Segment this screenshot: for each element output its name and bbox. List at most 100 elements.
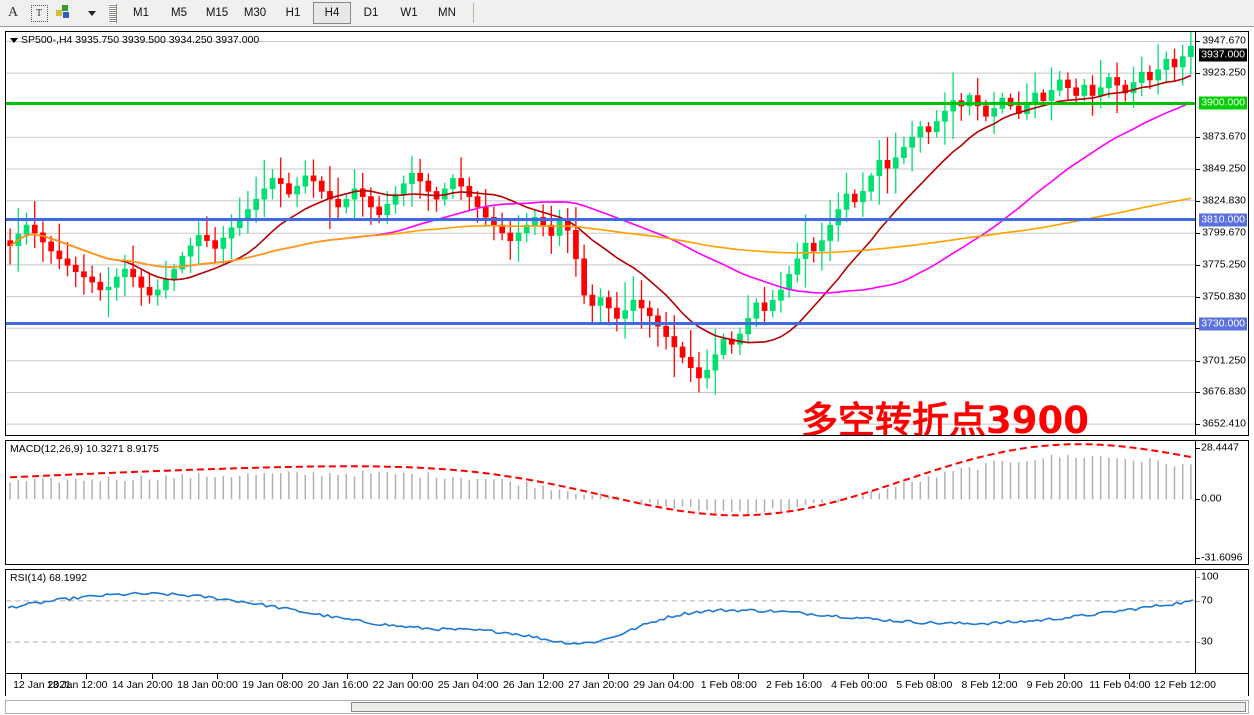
time-tick [412, 674, 414, 679]
time-tick-label: 5 Feb 08:00 [896, 679, 953, 691]
chart-annotation[interactable]: 多空转折点3900 [801, 399, 1089, 435]
time-tick [672, 674, 674, 679]
time-tick [933, 674, 935, 679]
macd-panel[interactable]: MACD(12,26,9) 10.3271 8.9175 28.4447 0.00… [5, 440, 1249, 565]
macd-title: MACD(12,26,9) 10.3271 8.9175 [10, 443, 159, 455]
time-tick-label: 12 Feb 12:00 [1154, 679, 1216, 691]
price-tick [1196, 392, 1200, 394]
macd-tick-label: -31.6096 [1201, 551, 1243, 564]
macd-tick [1196, 558, 1200, 559]
chevron-down-icon[interactable] [10, 37, 18, 43]
time-tick-label: 20 Jan 16:00 [307, 679, 369, 691]
price-level-line-3730[interactable] [6, 322, 1195, 326]
price-tick [1196, 41, 1200, 43]
price-axis[interactable]: 3947.670 3923.250 3873.670 3849.250 3824.830… [1195, 32, 1248, 435]
timeframe-group: M1 M5 M15 M30 H1 H4 D1 W1 MN [123, 2, 465, 24]
time-tick [738, 674, 739, 679]
current-price-label: 3937.000 [1199, 48, 1247, 62]
time-tick [347, 674, 348, 679]
time-tick-label: 29 Jan 04:00 [633, 679, 695, 691]
macd-tick [1196, 448, 1200, 449]
price-tick-label: 3652.410 [1202, 417, 1246, 430]
price-tick [1196, 233, 1200, 235]
price-tick [1196, 137, 1200, 139]
rsi-tick-label: 70 [1201, 594, 1213, 607]
label-tool-icon[interactable]: T [26, 2, 52, 24]
toolbar-drag-handle[interactable] [108, 3, 117, 23]
toolbar: A T M1 M5 M15 M30 H1 H4 D1 W1 MN [0, 0, 1254, 27]
timeframe-w1[interactable]: W1 [400, 7, 418, 19]
price-tick [1196, 200, 1200, 202]
price-level-label-3900[interactable]: 3900.000 [1199, 96, 1247, 110]
price-tick-label: 3701.250 [1202, 354, 1246, 367]
horizontal-scrollbar[interactable] [5, 700, 1249, 714]
time-tick-label: 22 Jan 00:00 [372, 679, 434, 691]
time-tick-label: 13 Jan 12:00 [46, 679, 108, 691]
timeframe-mn[interactable]: MN [438, 7, 456, 19]
rsi-panel[interactable]: RSI(14) 68.1992 100 70 30 [5, 569, 1249, 674]
timeframe-d1[interactable]: D1 [363, 7, 379, 19]
rsi-axis[interactable]: 100 70 30 [1195, 570, 1248, 673]
time-tick-label: 18 Jan 00:00 [177, 679, 238, 691]
time-tick [998, 674, 1000, 679]
time-tick-label: 14 Jan 20:00 [111, 679, 173, 691]
rsi-tick [1196, 642, 1200, 644]
rsi-tick-label: 30 [1201, 635, 1213, 648]
time-tick [1129, 674, 1130, 679]
price-level-label-3810[interactable]: 3810.000 [1199, 213, 1247, 227]
price-tick-label: 3947.670 [1202, 34, 1246, 47]
price-tick [1196, 169, 1200, 171]
price-chart-panel[interactable]: SP500-,H4 3935.750 3939.500 3934.250 393… [5, 31, 1249, 436]
scrollbar-thumb[interactable] [351, 702, 1246, 712]
macd-axis[interactable]: 28.4447 0.00 -31.6096 [1195, 441, 1248, 564]
timeframe-m1[interactable]: M1 [133, 7, 149, 19]
objects-dropdown-arrow[interactable] [78, 2, 104, 24]
timeframe-m15[interactable]: M15 [205, 7, 229, 19]
time-tick-label: 2 Feb 16:00 [765, 679, 823, 691]
rsi-tick [1196, 577, 1200, 578]
price-level-line-3900[interactable] [6, 101, 1195, 105]
time-tick [1063, 674, 1065, 679]
price-tick-label: 3799.670 [1202, 226, 1246, 239]
time-tick-label: 1 Feb 08:00 [700, 679, 757, 691]
text-tool-icon[interactable]: A [7, 5, 19, 20]
macd-plot-area[interactable] [6, 441, 1195, 564]
label-tool-glyph: T [30, 4, 48, 22]
time-tick-label: 26 Jan 12:00 [502, 679, 564, 691]
time-tick-label: 19 Jan 08:00 [242, 679, 304, 691]
timeframe-m30[interactable]: M30 [243, 7, 267, 19]
price-tick [1196, 296, 1200, 298]
time-tick [281, 674, 283, 679]
objects-glyph [54, 4, 76, 22]
price-level-line-3810[interactable] [6, 218, 1195, 222]
timeframe-h4[interactable]: H4 [313, 2, 351, 24]
time-tick [151, 674, 153, 679]
time-tick [477, 674, 479, 679]
timeframe-h1[interactable]: H1 [285, 7, 301, 19]
price-tick-label: 3676.830 [1202, 385, 1246, 398]
chart-title-bar[interactable]: SP500-,H4 3935.750 3939.500 3934.250 393… [10, 34, 259, 46]
time-tick [86, 674, 88, 679]
time-tick-label: 12 Jan 2021 [13, 679, 71, 691]
macd-tick-label: 0.00 [1201, 492, 1222, 505]
time-tick [803, 674, 805, 679]
price-tick-label: 3824.830 [1202, 194, 1246, 207]
time-axis[interactable]: 12 Jan 2021 13 Jan 12:00 14 Jan 20:00 18 Ja… [5, 674, 1249, 696]
time-tick-label: 11 Feb 04:00 [1089, 679, 1151, 691]
price-tick [1196, 328, 1200, 330]
price-level-label-3730[interactable]: 3730.000 [1199, 317, 1247, 331]
price-tick [1196, 73, 1200, 75]
price-tick [1196, 360, 1200, 362]
time-tick [868, 674, 870, 679]
price-plot-area[interactable]: 多空转折点3900 [6, 32, 1195, 435]
time-tick [21, 674, 23, 679]
price-tick-label: 3873.670 [1202, 130, 1246, 143]
timeframe-m5[interactable]: M5 [171, 7, 187, 19]
time-tick-label: 8 Feb 12:00 [961, 679, 1018, 691]
macd-tick [1196, 499, 1200, 501]
time-tick-label: 27 Jan 20:00 [568, 679, 629, 691]
price-tick-label: 3923.250 [1202, 66, 1246, 79]
objects-tool-icon[interactable] [52, 2, 78, 24]
rsi-tick-label: 100 [1201, 570, 1219, 583]
rsi-plot-area[interactable] [6, 570, 1195, 673]
